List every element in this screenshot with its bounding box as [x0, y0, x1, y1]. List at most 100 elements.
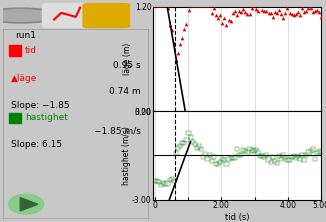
Point [161, 181, 166, 185]
Point [228, 19, 233, 23]
Point [171, 180, 176, 183]
Point [188, 136, 193, 139]
Point [319, 151, 324, 154]
Point [156, 3, 162, 6]
Y-axis label: hastighet (m/s): hastighet (m/s) [122, 126, 131, 185]
Point [314, 8, 319, 12]
Point [161, 3, 166, 6]
Point [194, 3, 200, 6]
Point [283, 11, 288, 15]
Point [268, 160, 273, 164]
Point [270, 155, 275, 159]
Point [308, 6, 313, 9]
Point [155, 179, 160, 182]
Point [264, 9, 269, 13]
Point [224, 163, 229, 166]
Point [213, 163, 218, 166]
Point [295, 11, 301, 14]
Point [317, 150, 322, 153]
Text: hastighet: hastighet [25, 113, 68, 122]
Point [165, 6, 170, 10]
Point [173, 58, 179, 61]
Point [230, 156, 235, 160]
Point [207, 154, 212, 157]
Point [300, 153, 305, 157]
Point [230, 11, 235, 15]
FancyBboxPatch shape [42, 4, 89, 28]
Point [289, 156, 294, 159]
Point [259, 8, 265, 12]
Point [220, 21, 225, 25]
Point [165, 182, 170, 185]
Point [211, 155, 216, 159]
Point [188, 3, 193, 6]
Point [241, 149, 246, 152]
Y-axis label: läge (m): läge (m) [123, 43, 132, 75]
Point [310, 148, 315, 151]
Point [158, 183, 164, 187]
Point [201, 155, 206, 159]
Point [239, 10, 244, 14]
Point [180, 142, 185, 145]
Bar [9, 45, 21, 56]
Point [205, 3, 210, 6]
Point [169, 178, 174, 181]
Point [300, 6, 305, 9]
Point [262, 155, 267, 159]
Point [217, 160, 223, 164]
Point [232, 9, 237, 13]
Point [317, 11, 322, 14]
Point [199, 3, 204, 6]
Point [209, 12, 214, 15]
Point [247, 12, 252, 16]
Point [213, 13, 218, 16]
Point [173, 151, 179, 155]
Point [314, 151, 319, 154]
Point [262, 9, 267, 13]
Point [245, 150, 250, 154]
Point [258, 154, 263, 158]
Text: ▲läge: ▲läge [10, 74, 37, 83]
Point [222, 158, 227, 162]
Point [243, 150, 248, 153]
Point [306, 6, 311, 10]
Text: −1.85 m/s: −1.85 m/s [94, 127, 141, 136]
Point [228, 156, 233, 160]
Point [304, 9, 309, 13]
Point [171, 42, 176, 45]
Point [251, 3, 256, 6]
Point [302, 158, 307, 162]
Point [152, 3, 157, 6]
Point [285, 158, 290, 162]
Point [245, 12, 250, 16]
Point [215, 162, 221, 166]
Point [167, 23, 172, 27]
Text: run1: run1 [15, 31, 36, 40]
Point [297, 13, 303, 16]
Point [302, 10, 307, 14]
Point [312, 9, 318, 13]
Point [293, 156, 299, 159]
Point [236, 153, 242, 157]
Point [253, 148, 259, 152]
Point [297, 158, 303, 161]
Point [293, 13, 299, 16]
Circle shape [0, 10, 52, 21]
Point [209, 159, 214, 163]
Point [163, 3, 168, 6]
Point [310, 10, 315, 14]
Point [178, 144, 183, 148]
Point [258, 4, 263, 7]
Point [226, 19, 231, 22]
Point [222, 16, 227, 20]
Point [274, 161, 279, 165]
Point [156, 180, 162, 184]
Point [190, 3, 195, 6]
Point [291, 13, 296, 17]
Polygon shape [20, 198, 38, 211]
Point [169, 28, 174, 32]
Point [203, 3, 208, 6]
Point [287, 11, 292, 15]
Point [236, 9, 242, 12]
Point [289, 12, 294, 16]
